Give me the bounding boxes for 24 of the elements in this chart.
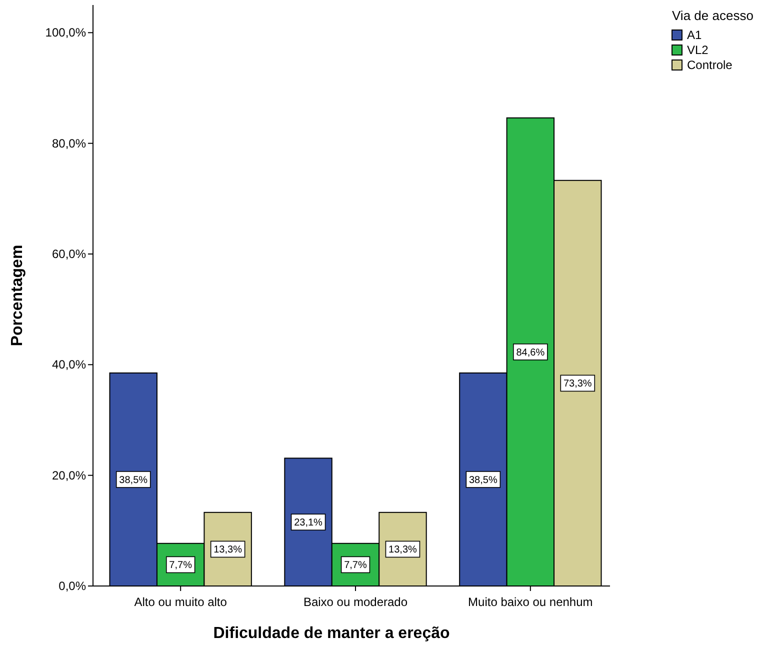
y-tick-label: 40,0% <box>52 358 86 372</box>
x-tick-label: Baixo ou moderado <box>303 595 408 609</box>
y-tick-label: 100,0% <box>45 26 86 40</box>
y-tick-label: 60,0% <box>52 247 86 261</box>
y-tick-label: 80,0% <box>52 136 86 150</box>
data-label: 84,6% <box>516 347 545 358</box>
y-tick-label: 20,0% <box>52 468 86 482</box>
y-tick-label: 0,0% <box>58 579 86 593</box>
data-label: 73,3% <box>563 378 592 390</box>
legend-label: A1 <box>687 28 702 42</box>
legend-title: Via de acesso <box>672 8 754 23</box>
data-label: 23,1% <box>294 518 323 529</box>
legend-label: Controle <box>687 58 733 72</box>
data-label: 38,5% <box>119 474 148 486</box>
data-label: 13,3% <box>214 544 242 556</box>
x-tick-label: Muito baixo ou nenhum <box>468 595 593 609</box>
legend-label: VL2 <box>687 43 709 57</box>
data-label: 7,7% <box>344 560 368 572</box>
data-label: 38,5% <box>469 474 498 486</box>
y-axis-title: Porcentagem <box>9 244 26 346</box>
x-tick-label: Alto ou muito alto <box>134 595 228 609</box>
data-label: 7,7% <box>169 560 192 572</box>
data-label: 13,3% <box>388 544 418 556</box>
x-axis-title: Dificuldade de manter a ereção <box>213 625 450 642</box>
